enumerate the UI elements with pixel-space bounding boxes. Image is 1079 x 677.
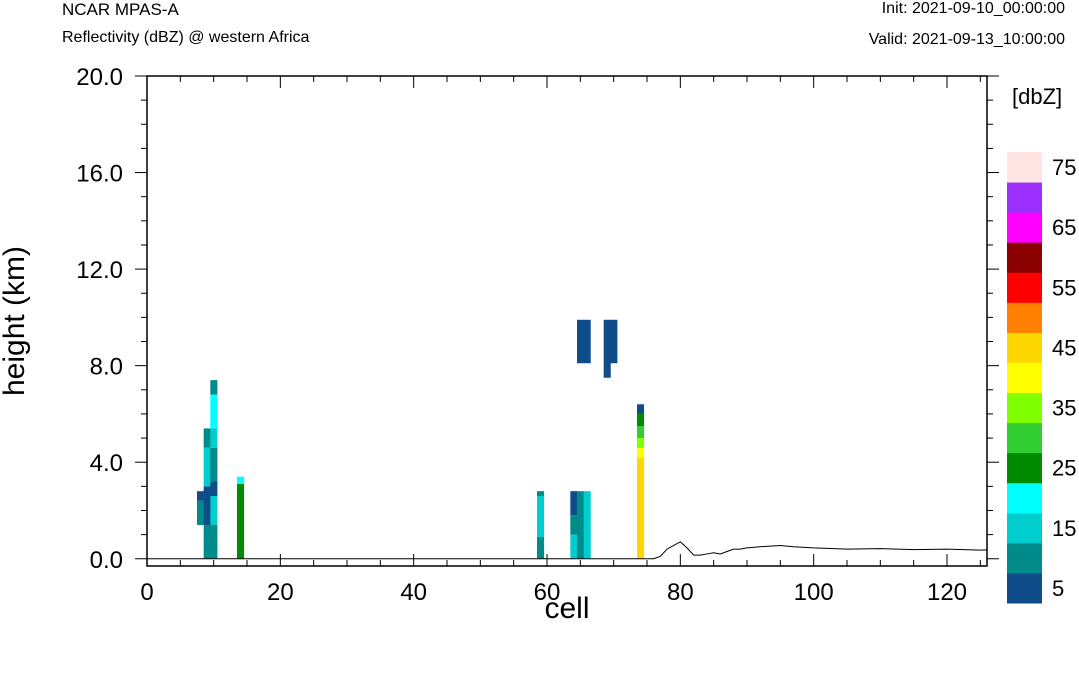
y-axis-title: height (km)	[0, 246, 31, 396]
reflectivity-cell-32	[637, 404, 645, 414]
y-tick-label-4.0: 4.0	[90, 450, 123, 477]
colorbar-label-5: 5	[1052, 576, 1064, 601]
x-tick-label-20: 20	[267, 579, 294, 606]
colorbar-bin-75	[1007, 152, 1042, 183]
plot-frame	[146, 75, 988, 567]
colorbar: 5 15 25 35 45 55 65 75	[1007, 152, 1076, 604]
axis-ticks	[135, 75, 999, 566]
colorbar-bin-25	[1007, 452, 1042, 484]
reflectivity-cell-21	[577, 491, 585, 559]
reflectivity-cell-17	[537, 491, 545, 496]
colorbar-bin-55	[1007, 272, 1042, 303]
reflectivity-cell-16	[537, 496, 545, 538]
reflectivity-cell-20	[570, 491, 578, 516]
reflectivity-cell-6	[210, 524, 218, 559]
reflectivity-cell-8	[210, 481, 218, 496]
x-tick-label-60: 60	[534, 579, 561, 606]
colorbar-label-35: 35	[1052, 396, 1076, 421]
colorbar-bin-10	[1007, 542, 1042, 574]
reflectivity-cell-3	[203, 486, 211, 525]
y-tick-label-8.0: 8.0	[90, 354, 123, 381]
reflectivity-cell-13	[237, 483, 245, 559]
reflectivity-cell-12	[210, 380, 218, 395]
reflectivity-cell-10	[210, 428, 218, 448]
colorbar-bin-50	[1007, 302, 1042, 333]
y-tick-label-12.0: 12.0	[76, 257, 123, 284]
reflectivity-cell-30	[637, 426, 645, 439]
colorbar-label-25: 25	[1052, 456, 1076, 481]
chart-subtitle: Reflectivity (dBZ) @ western Africa	[62, 29, 310, 46]
reflectivity-cell-29	[637, 438, 645, 448]
colorbar-label-15: 15	[1052, 516, 1076, 541]
reflectivity-cell-19	[570, 515, 578, 535]
reflectivity-cell-18	[570, 534, 578, 559]
colorbar-bin-15	[1007, 512, 1042, 544]
reflectivity-cell-1	[197, 491, 205, 501]
colorbar-bin-60	[1007, 242, 1042, 273]
x-tick-label-80: 80	[667, 579, 694, 606]
x-tick-label-100: 100	[794, 579, 834, 606]
reflectivity-cell-24	[583, 319, 591, 364]
colorbar-bin-5	[1007, 572, 1042, 604]
colorbar-unit-label: [dbZ]	[1012, 84, 1062, 109]
reflectivity-cell-4	[203, 447, 211, 487]
colorbar-bin-40	[1007, 362, 1042, 394]
colorbar-bin-70	[1007, 182, 1042, 213]
colorbar-bin-65	[1007, 212, 1042, 243]
y-tick-label-16.0: 16.0	[76, 161, 123, 188]
reflectivity-cell-5	[203, 428, 211, 448]
x-tick-label-40: 40	[400, 579, 427, 606]
colorbar-bin-45	[1007, 332, 1042, 363]
colorbar-label-65: 65	[1052, 215, 1076, 240]
valid-time-label: Valid: 2021-09-13_10:00:00	[868, 31, 1065, 48]
colorbar-label-75: 75	[1052, 155, 1076, 180]
reflectivity-cells	[197, 319, 645, 559]
reflectivity-cell-27	[637, 457, 645, 559]
reflectivity-cell-23	[577, 319, 585, 364]
x-axis-title: cell	[544, 592, 589, 625]
tick-labels: 0 20 40 60 80 100 120 0.0 4.0 8.0 12.0 16.0 20.0	[76, 64, 967, 606]
reflectivity-cell-11	[210, 394, 218, 429]
reflectivity-cell-26	[610, 319, 618, 364]
y-tick-label-0.0: 0.0	[90, 547, 123, 574]
reflectivity-cell-2	[203, 524, 211, 559]
reflectivity-cell-31	[637, 413, 645, 426]
reflectivity-cell-25	[603, 319, 611, 378]
init-time-label: Init: 2021-09-10_00:00:00	[881, 0, 1065, 17]
colorbar-label-45: 45	[1052, 335, 1076, 360]
x-tick-label-0: 0	[140, 579, 153, 606]
colorbar-bin-30	[1007, 422, 1042, 454]
terrain-outline	[147, 541, 988, 560]
reflectivity-cell-0	[197, 500, 205, 525]
reflectivity-cell-15	[537, 537, 545, 559]
reflectivity-cell-22	[583, 491, 591, 559]
reflectivity-cell-28	[637, 447, 645, 458]
reflectivity-cell-9	[210, 447, 218, 482]
colorbar-bin-35	[1007, 392, 1042, 424]
chart-header-model: NCAR MPAS-A	[62, 0, 179, 19]
x-tick-label-120: 120	[927, 579, 967, 606]
y-tick-label-20.0: 20.0	[76, 64, 123, 91]
reflectivity-cell-14	[237, 476, 245, 484]
colorbar-bin-20	[1007, 482, 1042, 514]
reflectivity-cell-7	[210, 496, 218, 525]
colorbar-label-55: 55	[1052, 275, 1076, 300]
terrain-line	[147, 541, 988, 560]
